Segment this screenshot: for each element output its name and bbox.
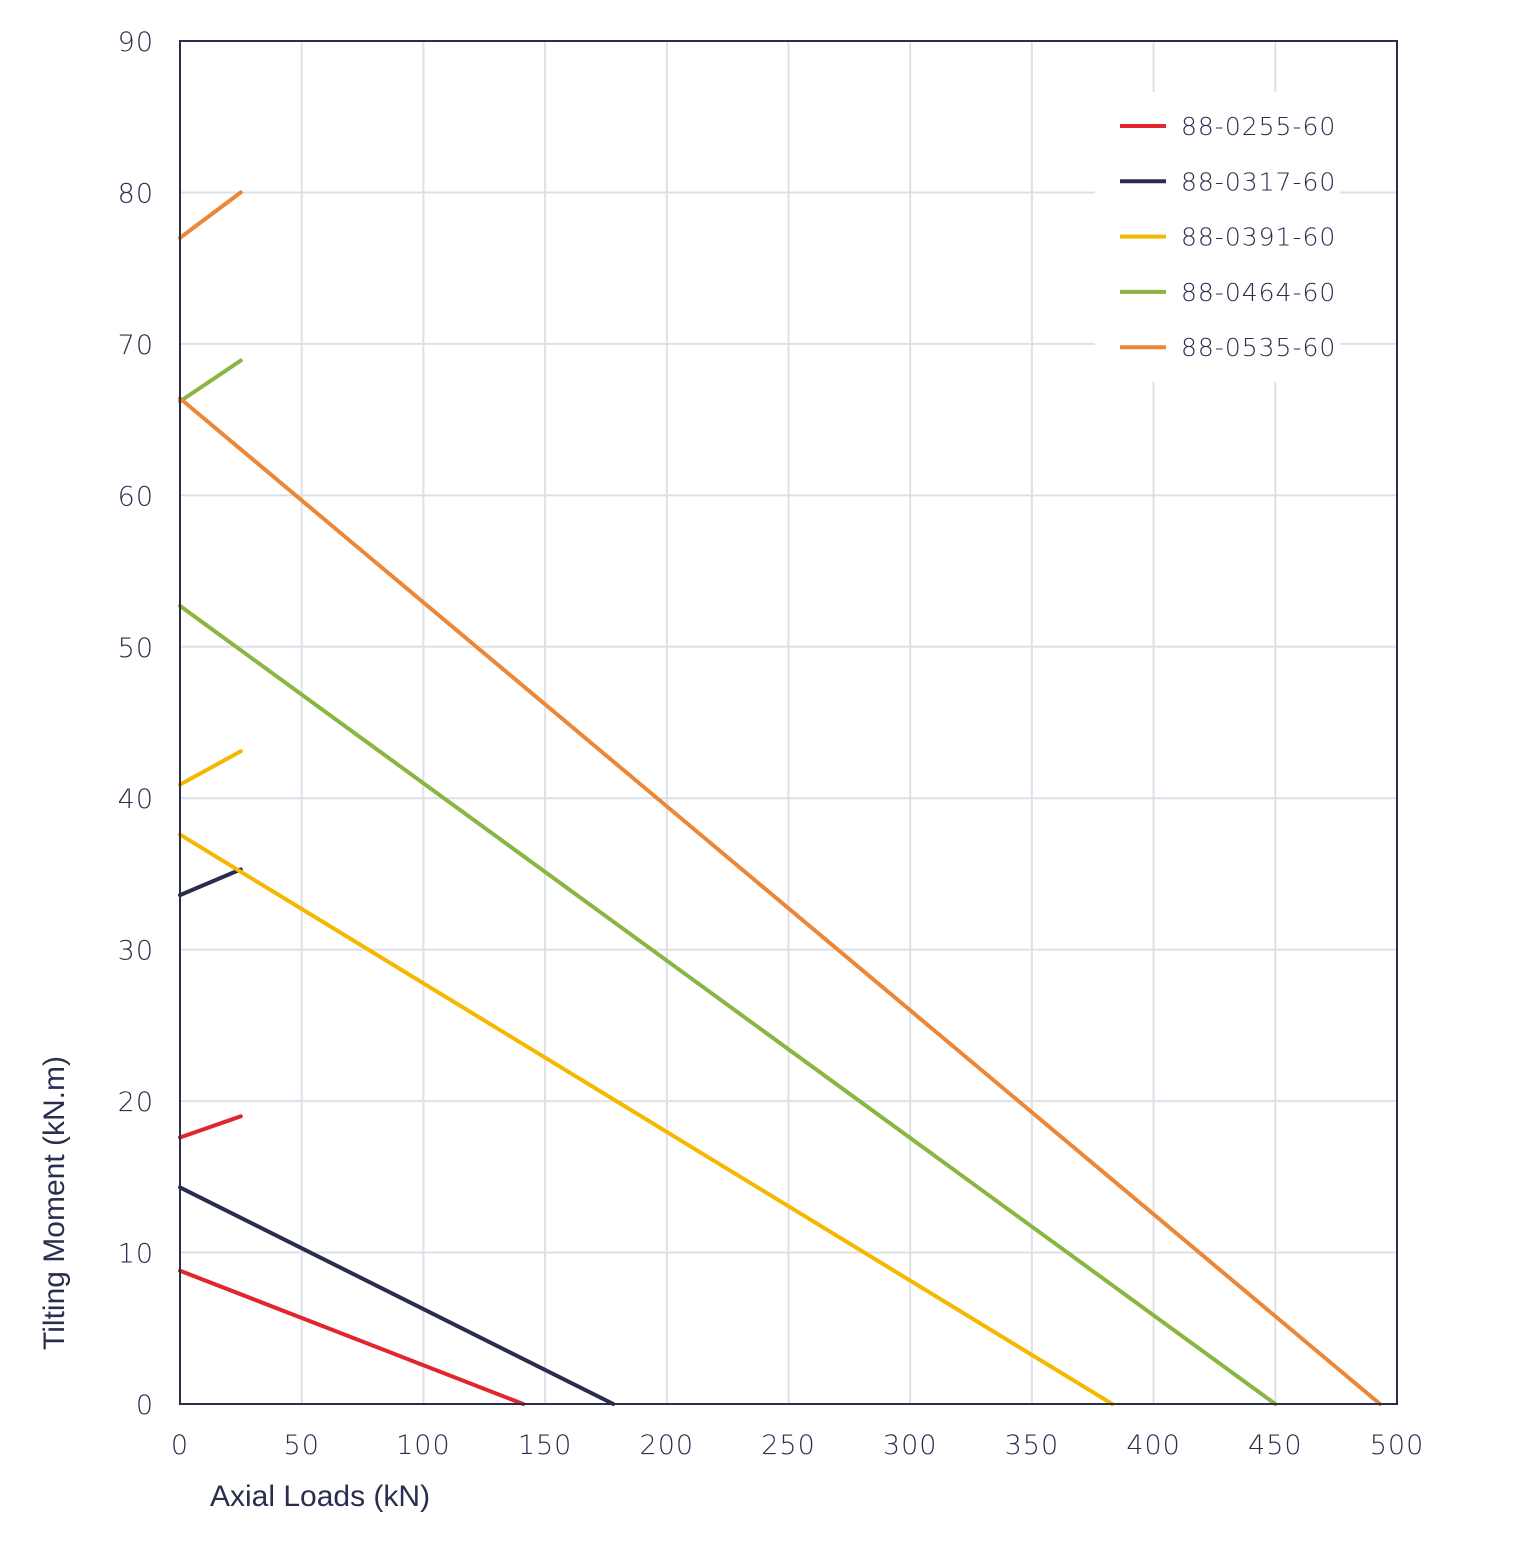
y-tick-label: 60 bbox=[118, 481, 154, 512]
series-line-88-0317-60-short bbox=[178, 867, 243, 898]
y-tick-label: 10 bbox=[118, 1239, 154, 1270]
x-axis-ticks: 0 50 100 150 200 250 300 350 400 450 500 bbox=[171, 1430, 1425, 1461]
y-tick-label: 20 bbox=[118, 1087, 154, 1118]
x-tick-label: 350 bbox=[1005, 1430, 1060, 1461]
y-tick-label: 50 bbox=[118, 633, 154, 664]
legend-label: 88-0535-60 bbox=[1181, 333, 1336, 362]
series-lines bbox=[178, 190, 1382, 1406]
y-tick-label: 40 bbox=[118, 784, 154, 815]
series-line-88-0317-60-main bbox=[178, 1185, 616, 1406]
x-tick-label: 150 bbox=[518, 1430, 573, 1461]
y-tick-label: 90 bbox=[118, 27, 154, 58]
series-line-88-0391-60-short bbox=[178, 749, 243, 787]
x-axis-title: Axial Loads (kN) bbox=[210, 1480, 430, 1513]
y-axis-title: Tilting Moment (kN.m) bbox=[38, 1056, 71, 1350]
series-line-88-0255-60-main bbox=[178, 1268, 526, 1406]
y-tick-label: 0 bbox=[136, 1390, 154, 1421]
x-tick-label: 450 bbox=[1248, 1430, 1303, 1461]
y-tick-label: 30 bbox=[118, 936, 154, 967]
y-tick-label: 70 bbox=[118, 330, 154, 361]
x-tick-label: 0 bbox=[171, 1430, 189, 1461]
x-tick-label: 400 bbox=[1126, 1430, 1181, 1461]
x-tick-label: 50 bbox=[284, 1430, 320, 1461]
series-line-88-0535-60-main bbox=[178, 396, 1382, 1406]
series-line-88-0464-60-main bbox=[178, 603, 1278, 1406]
y-tick-label: 80 bbox=[118, 178, 154, 209]
legend-label: 88-0255-60 bbox=[1181, 112, 1336, 141]
legend: 88-0255-60 88-0317-60 88-0391-60 88-0464-60… bbox=[1095, 92, 1340, 382]
x-tick-label: 100 bbox=[396, 1430, 451, 1461]
x-tick-label: 200 bbox=[640, 1430, 695, 1461]
y-axis-ticks: 0 10 20 30 40 50 60 70 80 90 bbox=[118, 27, 154, 1421]
x-tick-label: 500 bbox=[1370, 1430, 1425, 1461]
series-line-88-0464-60-short bbox=[178, 358, 243, 404]
legend-label: 88-0464-60 bbox=[1181, 278, 1336, 307]
series-line-88-0391-60-main bbox=[178, 832, 1115, 1406]
legend-label: 88-0391-60 bbox=[1181, 223, 1336, 252]
series-line-88-0255-60-short bbox=[178, 1114, 243, 1140]
legend-label: 88-0317-60 bbox=[1181, 167, 1336, 196]
x-tick-label: 250 bbox=[761, 1430, 816, 1461]
series-line-88-0535-60-short bbox=[178, 190, 243, 240]
x-tick-label: 300 bbox=[883, 1430, 938, 1461]
plot-frame bbox=[179, 40, 1398, 1405]
grid-lines bbox=[180, 41, 1397, 1404]
